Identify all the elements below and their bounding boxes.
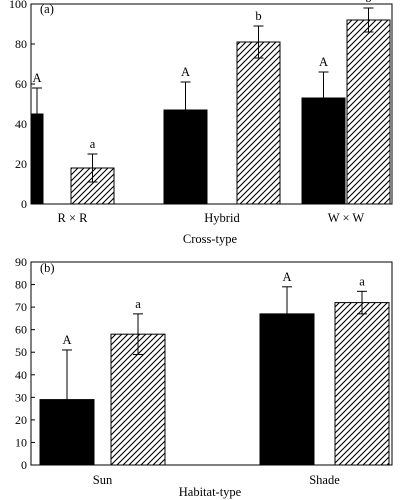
category-label: W × W xyxy=(328,211,365,225)
panel-a-label: (a) xyxy=(40,2,54,16)
significance-label: A xyxy=(181,65,190,79)
y-tick-label: 20 xyxy=(15,413,27,427)
y-tick-label: 10 xyxy=(15,435,27,449)
panel-a: (a) Cross-type 0 20 40 60 80 100 Aa R × R Ab Hybr… xyxy=(9,0,393,246)
significance-label: A xyxy=(282,270,291,284)
y-tick-label: 80 xyxy=(15,37,27,51)
panel-b-label: (b) xyxy=(40,261,55,275)
significance-label: a xyxy=(135,297,141,311)
y-tick-label: 40 xyxy=(15,117,27,131)
y-tick-label: 60 xyxy=(15,323,27,337)
y-tick-label: 50 xyxy=(15,345,27,359)
significance-label: A xyxy=(319,55,328,69)
category-label: Sun xyxy=(93,473,113,487)
y-tick-label: 0 xyxy=(21,458,27,472)
bar xyxy=(334,302,390,466)
bar xyxy=(236,41,281,205)
panel-a-xlabel: Cross-type xyxy=(183,232,238,246)
bar xyxy=(346,19,391,205)
y-tick-label: 60 xyxy=(15,77,27,91)
plot-frame xyxy=(30,261,393,466)
significance-label: b xyxy=(255,9,261,23)
y-tick-label: 80 xyxy=(15,278,27,292)
bar xyxy=(110,333,166,466)
y-tick-label: 30 xyxy=(15,390,27,404)
significance-label: b xyxy=(365,0,371,5)
panel-b: (b) Habitat-type 0 10 20 30 40 50 60 70 80 90 Aa Su… xyxy=(15,255,393,499)
y-tick-label: 20 xyxy=(15,157,27,171)
category-label: Hybrid xyxy=(204,211,240,225)
significance-label: a xyxy=(90,137,96,151)
y-tick-label: 0 xyxy=(21,197,27,211)
y-tick-label: 100 xyxy=(9,0,27,11)
y-tick-label: 70 xyxy=(15,300,27,314)
category-label: R × R xyxy=(58,211,89,225)
category-label: Shade xyxy=(309,473,340,487)
plot-frame xyxy=(30,3,393,205)
y-tick-label: 90 xyxy=(15,255,27,269)
significance-label: a xyxy=(359,274,365,288)
significance-label: A xyxy=(62,333,71,347)
y-tick-label: 40 xyxy=(15,368,27,382)
panel-b-xlabel: Habitat-type xyxy=(179,485,242,499)
significance-label: A xyxy=(32,71,41,85)
